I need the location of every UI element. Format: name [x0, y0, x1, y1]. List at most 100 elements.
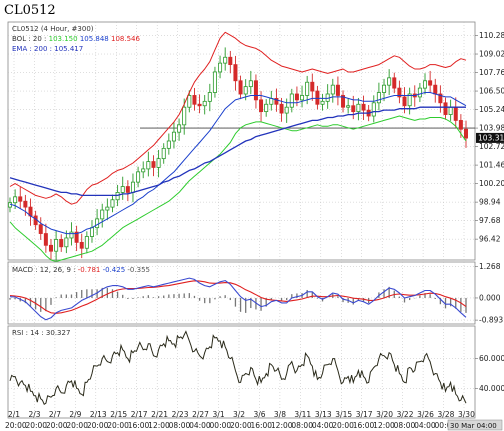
- x-tick-time: 20:00: [25, 421, 47, 430]
- bol-label: BOL : 20 :: [12, 35, 49, 43]
- price-tick-label: 101.46: [479, 161, 504, 170]
- x-tick-date: 3/17: [356, 410, 373, 419]
- x-tick-time: 20:00: [87, 421, 109, 430]
- x-axis: 2/120:002/320:002/720:002/920:002/1320:0…: [5, 410, 477, 430]
- candle-body: [212, 71, 217, 93]
- x-tick-date: 2/15: [110, 410, 127, 419]
- ema-value: 105.417: [54, 45, 83, 53]
- candle-body: [89, 227, 94, 237]
- macd-main-line: [9, 277, 467, 321]
- candle-body: [361, 103, 366, 111]
- candle-body: [228, 56, 233, 66]
- x-tick-date: 3/30: [458, 410, 475, 419]
- candle-body: [223, 56, 228, 64]
- last-bar-label: 30 Mar 04:00: [450, 422, 497, 430]
- candle-body: [120, 186, 125, 193]
- price-tick-label: 107.76: [479, 68, 504, 77]
- rsi-tick-label: 60.000: [479, 354, 504, 363]
- bol-upper-line: [9, 31, 467, 205]
- candle-body: [207, 92, 212, 102]
- price-tick-label: 98.94: [479, 198, 501, 207]
- candle-body: [300, 95, 305, 101]
- rsi-label: RSI : 14 :: [12, 329, 46, 337]
- x-tick-date: 3/6: [253, 410, 265, 419]
- macd-signal-value: -0.425: [103, 266, 126, 274]
- x-tick-date: 2/13: [90, 410, 107, 419]
- candle-body: [356, 103, 361, 113]
- candle-body: [233, 64, 238, 82]
- bol-lower-value: 103.150: [49, 35, 78, 43]
- candle-body: [402, 96, 407, 107]
- candle-body: [269, 97, 274, 105]
- x-tick-time: 08:00: [169, 421, 191, 430]
- candle-body: [346, 105, 351, 108]
- candle-body: [289, 93, 294, 108]
- candle-body: [23, 200, 28, 208]
- x-tick-time: 16:00: [250, 421, 272, 430]
- x-tick-date: 2/21: [151, 410, 168, 419]
- x-tick-time: 00:00: [435, 421, 457, 430]
- candle-body: [253, 80, 258, 101]
- candle-body: [110, 199, 115, 208]
- candle-body: [74, 231, 79, 243]
- x-tick-date: 2/1: [8, 410, 20, 419]
- x-tick-date: 3/28: [438, 410, 455, 419]
- candle-body: [335, 84, 340, 96]
- candle-body: [100, 209, 105, 220]
- rsi-legend: RSI : 14 : 30.327: [12, 329, 70, 337]
- candle-body: [274, 97, 279, 105]
- candle-body: [387, 77, 392, 86]
- candle-body: [371, 102, 376, 117]
- macd-tick-label: 1.268: [479, 262, 501, 271]
- x-tick-time: 16:00: [128, 421, 150, 430]
- candle-body: [69, 231, 74, 239]
- macd-tick-label: 0.000: [479, 293, 501, 302]
- candle-body: [38, 224, 43, 234]
- last-bar-box: [447, 419, 503, 431]
- x-tick-time: 04:00: [414, 421, 436, 430]
- candle-body: [59, 239, 64, 248]
- candle-body: [259, 99, 264, 113]
- candle-body: [341, 95, 346, 108]
- candle-body: [315, 90, 320, 105]
- x-tick-time: 12:00: [271, 421, 293, 430]
- candle-body: [177, 124, 182, 133]
- x-tick-time: 08:00: [394, 421, 416, 430]
- candle-body: [18, 196, 23, 202]
- x-tick-time: 20:00: [66, 421, 88, 430]
- candle-body: [382, 84, 387, 93]
- candle-body: [453, 106, 458, 121]
- ema-legend: EMA : 200 : 105.417: [12, 45, 83, 53]
- candle-body: [43, 233, 48, 246]
- candle-body: [182, 106, 187, 126]
- rsi-panel: 60.000 40.000 RSI : 14 : 30.327: [7, 325, 504, 419]
- candle-body: [146, 161, 151, 170]
- candle-body: [305, 81, 310, 96]
- candle-body: [54, 239, 59, 252]
- candle-body: [320, 100, 325, 105]
- x-tick-time: 20:00: [107, 421, 129, 430]
- x-tick-date: 3/11: [294, 410, 311, 419]
- candle-body: [397, 87, 402, 98]
- candle-body: [284, 106, 289, 114]
- candle-body: [218, 62, 223, 73]
- rsi-line: [9, 330, 467, 406]
- x-tick-date: 3/15: [335, 410, 352, 419]
- price-tick-label: 106.50: [479, 87, 504, 96]
- candle-body: [125, 186, 130, 193]
- x-tick-date: 2/7: [49, 410, 61, 419]
- price-tick-label: 103.98: [479, 124, 504, 133]
- candle-body: [294, 93, 299, 101]
- candle-body: [197, 103, 202, 107]
- candle-body: [130, 181, 135, 193]
- candle-body: [423, 80, 428, 89]
- candle-body: [192, 95, 197, 105]
- candle-body: [166, 140, 171, 149]
- price-tick-label: 97.68: [479, 216, 501, 225]
- x-tick-date: 3/20: [376, 410, 393, 419]
- x-tick-date: 3/8: [274, 410, 286, 419]
- candle-body: [161, 147, 166, 160]
- x-tick-time: 04:00: [312, 421, 334, 430]
- x-tick-time: 20:00: [46, 421, 68, 430]
